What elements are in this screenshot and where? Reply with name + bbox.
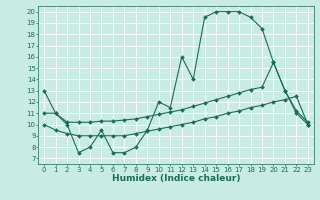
X-axis label: Humidex (Indice chaleur): Humidex (Indice chaleur) — [112, 174, 240, 183]
